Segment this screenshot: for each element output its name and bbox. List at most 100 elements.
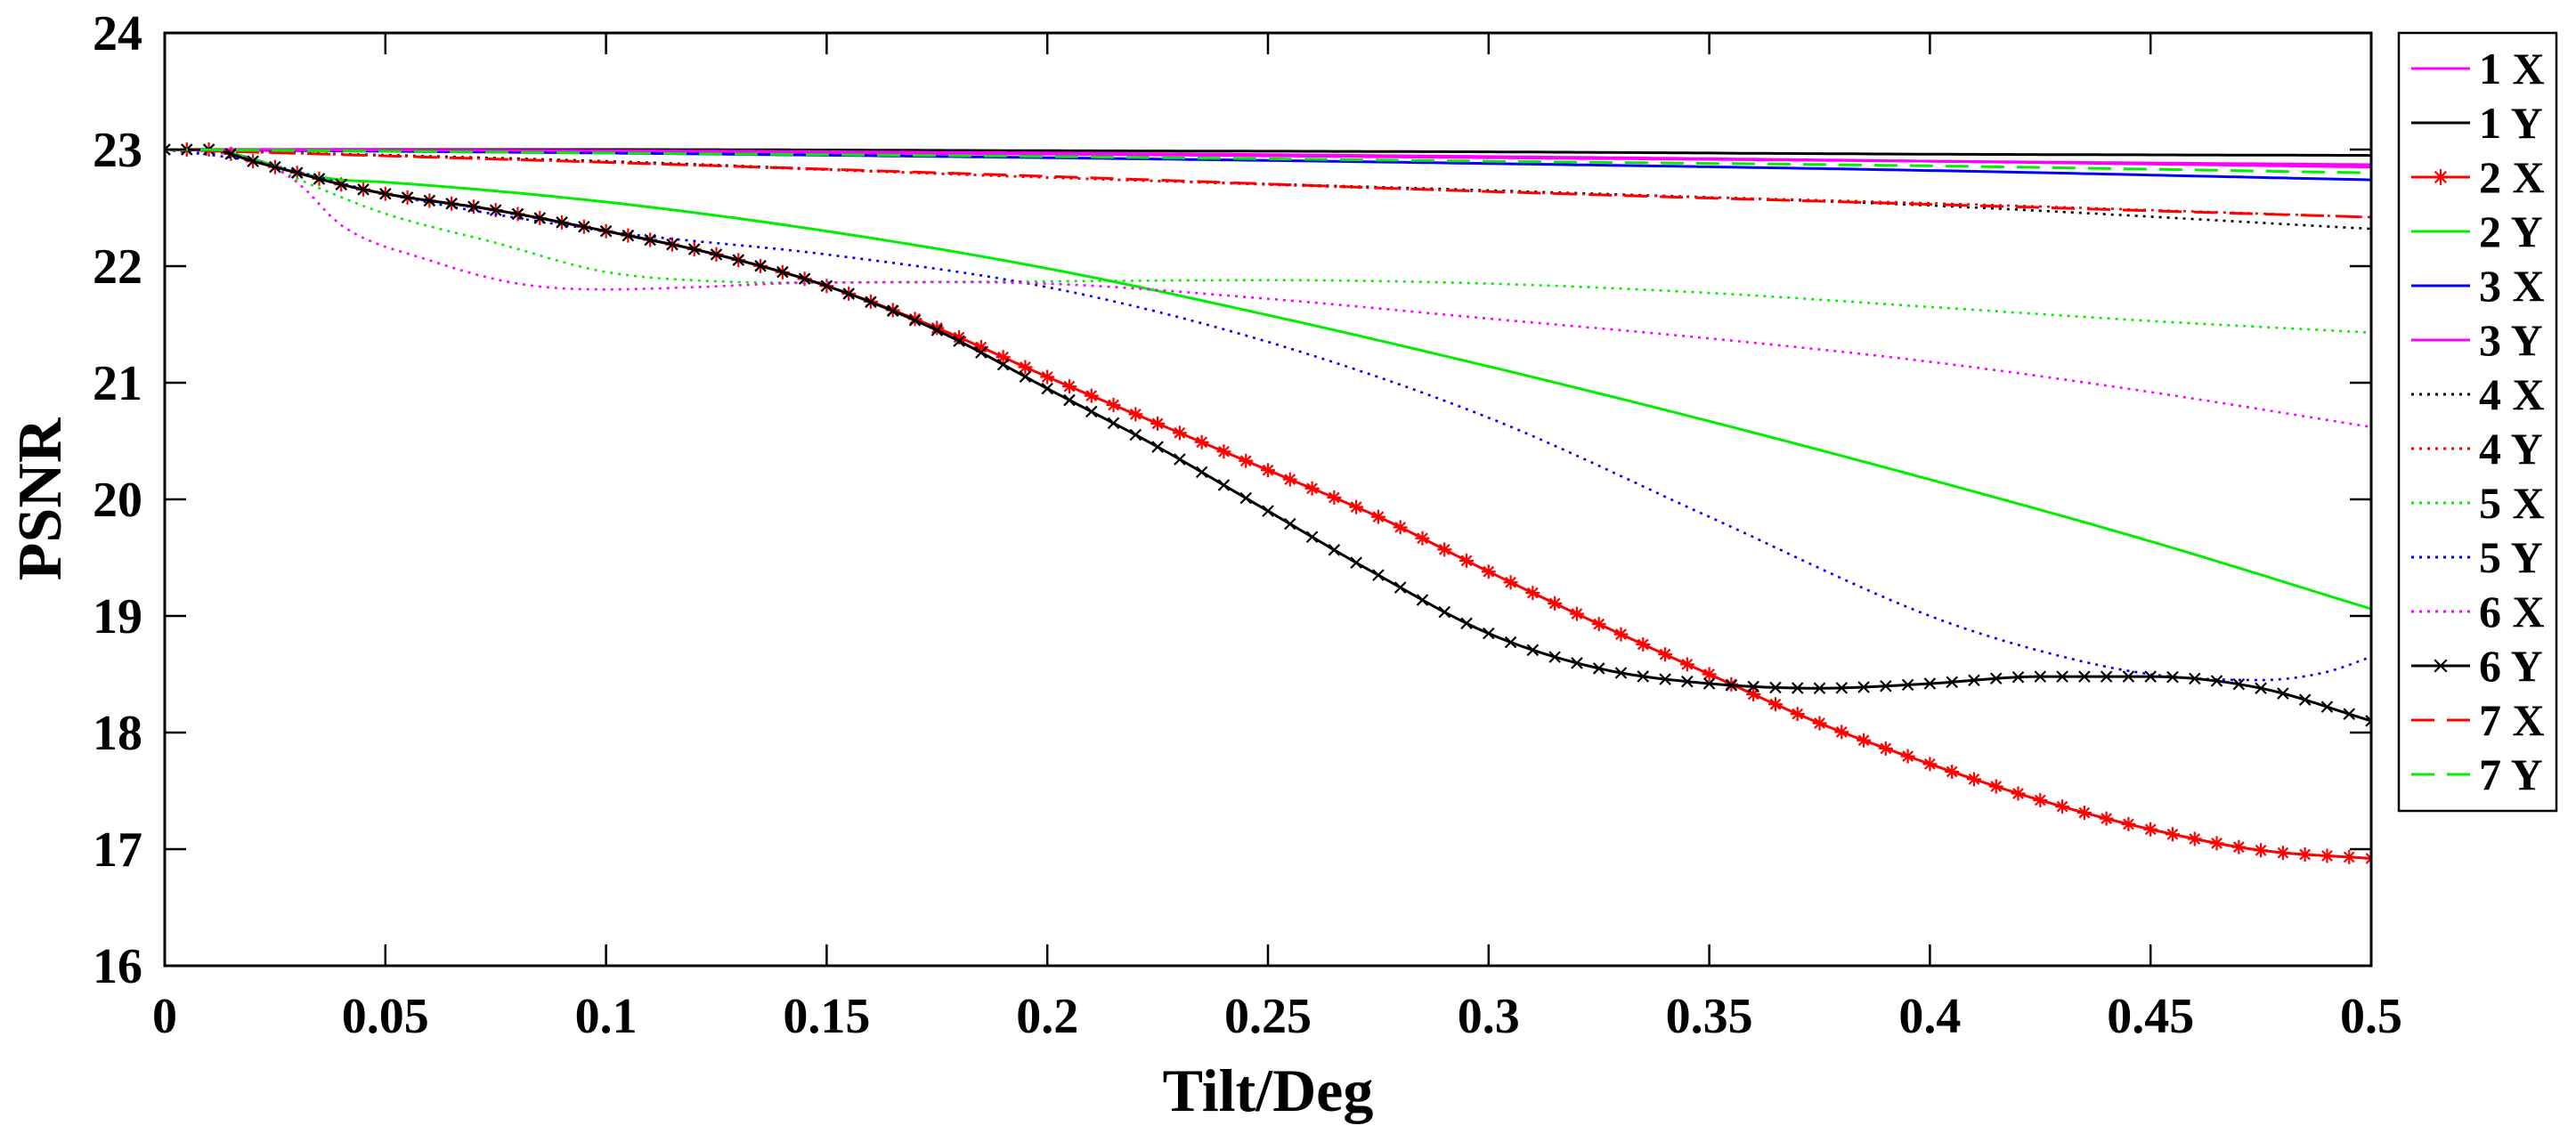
marker-6-y-15 (489, 204, 502, 216)
series-line-7-y (165, 148, 2371, 174)
series-line-7-x (165, 148, 2371, 219)
legend-item-6-x: 6 X (2411, 587, 2545, 636)
marker-2-x-69 (1679, 657, 1694, 672)
marker-6-y-39 (1019, 370, 1032, 383)
marker-2-x-35 (930, 320, 945, 336)
legend-item-2-x: 2 X (2411, 152, 2545, 202)
series-layer (165, 142, 2371, 866)
marker-2-x-66 (1613, 627, 1629, 642)
marker-2-x-86 (2055, 799, 2070, 814)
marker-6-y-89 (2122, 670, 2135, 683)
marker-6-y-79 (1901, 678, 1914, 692)
legend-box (2397, 31, 2558, 813)
marker-6-y-52 (1305, 531, 1319, 544)
series-2-y (165, 148, 2371, 611)
marker-6-y-33 (886, 304, 899, 318)
x-tick-label: 0.4 (1898, 989, 1961, 1044)
marker-6-y-11 (401, 191, 414, 204)
marker-2-x-96 (2275, 846, 2290, 861)
marker-2-x-53 (1327, 490, 1342, 506)
marker-2-x-73 (1767, 697, 1783, 712)
x-tick-label: 0.45 (2107, 989, 2194, 1044)
marker-6-y-13 (445, 198, 458, 210)
marker-6-y-60 (1483, 627, 1495, 640)
x-tick-label: 0.1 (575, 989, 638, 1044)
marker-6-y-34 (908, 314, 922, 327)
marker-6-y-81 (1946, 676, 1958, 689)
legend-item-3-y: 3 Y (2411, 315, 2543, 365)
marker-6-y-40 (1041, 382, 1053, 395)
y-tick-label: 21 (93, 356, 142, 411)
marker-6-y-58 (1438, 605, 1451, 619)
marker-6-y-66 (1614, 667, 1628, 679)
legend: 1 X 1 Y2 X 2 Y 3 X3 Y4 X4 Y5 X5 Y 6 X 6 Y7 X7… (2397, 31, 2558, 813)
marker-6-y-22 (644, 233, 656, 247)
marker-6-y-67 (1637, 670, 1650, 683)
y-axis-ticks: 16 17 18 19 20 21 22 23 24 (93, 6, 2371, 994)
marker-6-y-25 (710, 248, 723, 261)
series-line-5-y (165, 148, 2371, 682)
marker-2-x-40 (1040, 369, 1055, 385)
y-tick-label: 19 (93, 589, 142, 644)
marker-2-x-97 (2297, 847, 2312, 863)
marker-2-x-84 (2011, 786, 2026, 801)
marker-2-x-56 (1393, 520, 1408, 535)
series-line-6-x (165, 148, 2371, 429)
marker-6-y-8 (335, 178, 348, 191)
marker-6-y-46 (1174, 453, 1186, 466)
marker-6-y-86 (2056, 670, 2068, 683)
marker-6-y-96 (2277, 687, 2289, 700)
marker-2-x-93 (2209, 836, 2224, 851)
marker-2-x-57 (1415, 531, 1430, 546)
series-5-x (165, 148, 2371, 334)
marker-2-x-81 (1945, 764, 1960, 779)
legend-label-4-x: 4 X (2479, 369, 2545, 419)
marker-2-x-38 (995, 350, 1011, 365)
marker-2-x-64 (1569, 606, 1584, 621)
legend-label-5-y: 5 Y (2479, 532, 2543, 582)
marker-6-y-78 (1880, 679, 1892, 692)
marker-2-x-63 (1548, 595, 1563, 611)
marker-6-y-70 (1702, 677, 1716, 690)
marker-6-y-83 (1989, 672, 2003, 685)
marker-6-y-21 (622, 229, 635, 242)
marker-6-y-65 (1592, 662, 1605, 675)
marker-6-y-82 (1968, 674, 1980, 687)
marker-6-y-80 (1923, 677, 1937, 690)
marker-6-y-6 (290, 166, 304, 179)
x-tick-label: 0 (152, 989, 177, 1044)
marker-6-y-36 (953, 335, 965, 347)
marker-2-x-89 (2121, 816, 2136, 831)
legend-marker-2-x (2433, 169, 2449, 185)
marker-6-y-94 (2232, 677, 2246, 691)
legend-item-4-x: 4 X (2411, 369, 2545, 419)
marker-6-y-24 (687, 243, 701, 255)
marker-2-x-60 (1481, 564, 1496, 579)
x-tick-label: 0.5 (2340, 989, 2402, 1044)
legend-label-7-x: 7 X (2479, 695, 2545, 745)
marker-2-x-41 (1061, 379, 1077, 394)
marker-2-x-45 (1150, 416, 1166, 431)
legend-item-6-y: 6 Y (2411, 641, 2543, 691)
y-tick-label: 24 (93, 6, 142, 61)
marker-2-x-65 (1591, 617, 1606, 632)
marker-2-x-91 (2165, 827, 2180, 842)
marker-6-y-14 (467, 200, 480, 214)
marker-6-y-30 (820, 279, 833, 293)
y-tick-label: 16 (93, 939, 142, 994)
marker-2-x-92 (2187, 831, 2202, 846)
marker-2-x-68 (1658, 647, 1673, 662)
marker-2-x-39 (1018, 360, 1033, 375)
marker-2-x-72 (1746, 687, 1761, 702)
marker-2-x-79 (1900, 749, 1915, 764)
marker-2-x-62 (1525, 586, 1540, 601)
legend-item-3-x: 3 X (2411, 261, 2545, 311)
marker-6-y-16 (511, 207, 524, 221)
marker-6-y-93 (2210, 675, 2223, 687)
series-7-x (165, 148, 2371, 219)
marker-6-y-28 (776, 265, 789, 279)
x-axis-label: Tilt/Deg (1163, 1057, 1374, 1124)
marker-6-y-19 (578, 220, 590, 233)
y-tick-label: 20 (93, 473, 142, 528)
